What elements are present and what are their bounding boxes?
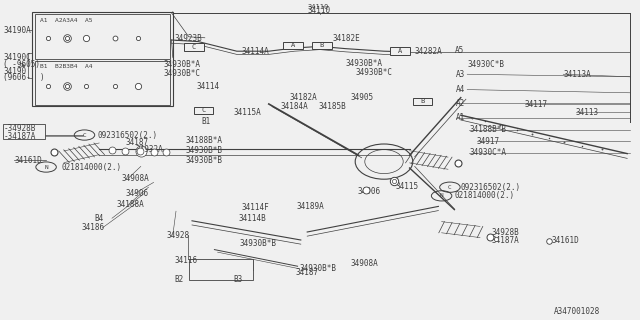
Bar [390, 47, 410, 55]
Text: 34190A: 34190A [3, 26, 31, 35]
Text: 34114B: 34114B [239, 214, 266, 223]
Text: C: C [192, 44, 196, 50]
Text: 34184A: 34184A [280, 102, 308, 111]
Text: 34923B: 34923B [174, 34, 202, 43]
Text: -34187A: -34187A [3, 132, 36, 140]
Text: 34114A: 34114A [242, 47, 269, 56]
Text: 34908A: 34908A [122, 174, 149, 183]
Text: 34190: 34190 [3, 67, 26, 76]
Text: 34113A: 34113A [563, 70, 591, 79]
Text: 021814000(2.): 021814000(2.) [61, 163, 122, 172]
Text: 34187A: 34187A [492, 236, 519, 245]
Text: 34161D: 34161D [552, 236, 579, 245]
Text: 34187: 34187 [125, 138, 148, 147]
Text: A347001028: A347001028 [554, 307, 600, 316]
Text: A2: A2 [456, 99, 465, 108]
Bar [35, 14, 170, 59]
Text: 34930B*B: 34930B*B [186, 146, 223, 155]
Text: 34114: 34114 [196, 82, 220, 91]
Text: B1  B2B3B4  A4: B1 B2B3B4 A4 [40, 64, 92, 69]
Text: 34930B*A: 34930B*A [163, 60, 200, 69]
Text: 34928: 34928 [166, 231, 189, 240]
Text: 34115A: 34115A [234, 108, 261, 117]
Text: B2: B2 [174, 276, 183, 284]
Text: B1: B1 [202, 117, 211, 126]
Text: 34188B*B: 34188B*B [469, 125, 506, 134]
Bar [184, 44, 204, 51]
Text: 34932A: 34932A [136, 145, 163, 154]
Text: 021814000(2.): 021814000(2.) [454, 191, 515, 200]
Text: 34928B: 34928B [492, 228, 519, 237]
Text: 34930C*B: 34930C*B [467, 60, 504, 68]
Text: A: A [398, 48, 402, 54]
Text: A5: A5 [454, 46, 463, 55]
Text: B: B [420, 99, 424, 104]
Text: 34182A: 34182A [289, 93, 317, 102]
Bar [35, 61, 170, 105]
Text: A1: A1 [456, 113, 465, 122]
Bar [284, 42, 303, 49]
Text: 34930C*A: 34930C*A [469, 148, 506, 157]
Bar [189, 259, 253, 280]
Text: 34188A: 34188A [116, 200, 144, 209]
Text: C: C [83, 132, 86, 138]
Text: A4: A4 [456, 85, 465, 94]
Text: N: N [440, 193, 444, 198]
Text: 34186: 34186 [82, 223, 105, 232]
Text: 34182E: 34182E [333, 34, 360, 43]
Text: 34906: 34906 [125, 189, 148, 198]
Text: -34928B: -34928B [3, 124, 36, 133]
Text: B4: B4 [95, 214, 104, 223]
Text: 34110: 34110 [307, 6, 330, 15]
Text: 34930B*A: 34930B*A [346, 59, 383, 68]
Text: B3: B3 [234, 276, 243, 284]
Text: 092316502(2.): 092316502(2.) [461, 183, 521, 192]
Text: A: A [291, 43, 295, 48]
Bar [312, 42, 332, 49]
Text: ( -9605): ( -9605) [3, 60, 40, 68]
Text: 34930B*B: 34930B*B [240, 239, 277, 248]
Text: 34187: 34187 [296, 268, 319, 277]
Text: 34188B*A: 34188B*A [186, 136, 223, 145]
Text: B: B [320, 43, 324, 48]
Text: A1  A2A3A4  A5: A1 A2A3A4 A5 [40, 18, 92, 22]
Text: 34930B*B: 34930B*B [300, 264, 337, 273]
Text: 34908A: 34908A [351, 260, 378, 268]
Bar [3, 124, 45, 139]
Bar [413, 98, 432, 105]
Text: 34110: 34110 [307, 4, 328, 10]
Text: 34930B*C: 34930B*C [355, 68, 392, 76]
Text: 34113: 34113 [576, 108, 599, 116]
Bar [32, 12, 173, 106]
Text: 34116: 34116 [174, 256, 197, 265]
Text: 34917: 34917 [477, 137, 500, 146]
Text: N: N [44, 164, 48, 170]
Text: 34185B: 34185B [319, 102, 346, 111]
Text: 34282A: 34282A [414, 47, 442, 56]
Text: (9606-  ): (9606- ) [3, 73, 45, 82]
Text: 34189A: 34189A [296, 202, 324, 211]
Text: 34930B*B: 34930B*B [186, 156, 223, 164]
Text: 34161D: 34161D [14, 156, 42, 164]
Text: 34190C: 34190C [3, 53, 31, 62]
Text: 34906: 34906 [357, 188, 380, 196]
Text: 34905: 34905 [350, 93, 373, 102]
Text: A3: A3 [456, 70, 465, 79]
Text: 34930B*C: 34930B*C [163, 69, 200, 78]
Bar [194, 107, 213, 114]
Text: C: C [448, 185, 452, 190]
Text: 092316502(2.): 092316502(2.) [97, 131, 157, 140]
Text: 34114F: 34114F [242, 203, 269, 212]
Text: C: C [202, 108, 205, 113]
Text: 34115: 34115 [396, 182, 419, 191]
Text: 34117: 34117 [525, 100, 548, 108]
